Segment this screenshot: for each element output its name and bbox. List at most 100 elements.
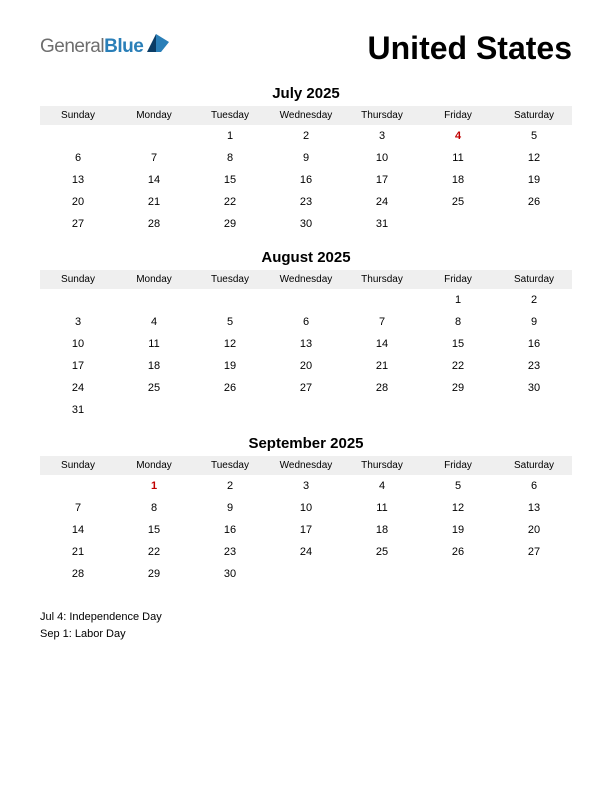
calendar-cell: 16	[496, 333, 572, 355]
calendar-cell: 10	[344, 147, 420, 169]
calendar-row: 3456789	[40, 311, 572, 333]
calendar-cell: 13	[496, 497, 572, 519]
calendar-cell: 4	[344, 475, 420, 497]
calendar-cell	[268, 289, 344, 311]
calendar-cell: 23	[496, 355, 572, 377]
calendar-cell: 16	[268, 169, 344, 191]
calendar-cell: 15	[192, 169, 268, 191]
calendar-cell: 20	[268, 355, 344, 377]
calendar-cell: 2	[268, 125, 344, 147]
calendar-cell	[116, 125, 192, 147]
calendar-cell: 30	[496, 377, 572, 399]
day-header: Monday	[116, 270, 192, 289]
calendar-cell: 15	[420, 333, 496, 355]
calendar-row: 123456	[40, 475, 572, 497]
calendar-cell: 28	[116, 213, 192, 235]
calendar-table: SundayMondayTuesdayWednesdayThursdayFrid…	[40, 456, 572, 585]
calendar-cell: 15	[116, 519, 192, 541]
calendar-cell	[496, 563, 572, 585]
calendar-table: SundayMondayTuesdayWednesdayThursdayFrid…	[40, 106, 572, 235]
calendar-cell: 6	[40, 147, 116, 169]
day-header: Thursday	[344, 270, 420, 289]
calendar-cell: 3	[344, 125, 420, 147]
calendar-cell: 10	[268, 497, 344, 519]
calendar-cell: 27	[268, 377, 344, 399]
holiday-entry: Jul 4: Independence Day	[40, 609, 572, 626]
calendar-row: 12	[40, 289, 572, 311]
calendar-cell: 20	[40, 191, 116, 213]
calendar-cell: 14	[344, 333, 420, 355]
day-header: Tuesday	[192, 456, 268, 475]
calendar-row: 6789101112	[40, 147, 572, 169]
calendar-block: August 2025SundayMondayTuesdayWednesdayT…	[40, 249, 572, 421]
logo-text: GeneralBlue	[40, 36, 143, 58]
month-title: July 2025	[40, 85, 572, 102]
calendar-cell: 12	[192, 333, 268, 355]
day-header: Wednesday	[268, 456, 344, 475]
calendar-cell	[192, 399, 268, 421]
country-title: United States	[368, 30, 572, 67]
calendar-cell: 6	[496, 475, 572, 497]
calendar-cell: 13	[268, 333, 344, 355]
calendar-row: 14151617181920	[40, 519, 572, 541]
calendar-cell: 30	[268, 213, 344, 235]
calendar-row: 13141516171819	[40, 169, 572, 191]
calendar-cell: 13	[40, 169, 116, 191]
calendar-cell: 7	[116, 147, 192, 169]
calendar-cell: 18	[116, 355, 192, 377]
calendar-cell: 26	[496, 191, 572, 213]
calendar-cell: 11	[420, 147, 496, 169]
calendar-cell: 2	[192, 475, 268, 497]
calendar-cell: 29	[192, 213, 268, 235]
day-header: Sunday	[40, 106, 116, 125]
calendar-cell: 29	[420, 377, 496, 399]
calendar-cell: 16	[192, 519, 268, 541]
calendar-cell: 19	[420, 519, 496, 541]
calendar-cell: 4	[116, 311, 192, 333]
calendar-cell	[344, 399, 420, 421]
calendar-cell: 24	[344, 191, 420, 213]
calendar-cell: 5	[496, 125, 572, 147]
calendar-cell: 12	[420, 497, 496, 519]
calendar-row: 78910111213	[40, 497, 572, 519]
calendar-cell: 1	[192, 125, 268, 147]
logo-mark-icon	[147, 34, 169, 52]
calendar-cell: 1	[116, 475, 192, 497]
calendar-cell: 18	[344, 519, 420, 541]
calendar-cell: 27	[40, 213, 116, 235]
calendar-cell: 5	[420, 475, 496, 497]
calendar-cell: 28	[40, 563, 116, 585]
day-header: Sunday	[40, 456, 116, 475]
calendar-cell: 21	[116, 191, 192, 213]
calendar-cell: 9	[268, 147, 344, 169]
day-header: Thursday	[344, 456, 420, 475]
logo-text-1: General	[40, 36, 104, 57]
calendar-cell: 27	[496, 541, 572, 563]
calendar-row: 20212223242526	[40, 191, 572, 213]
day-header: Wednesday	[268, 270, 344, 289]
calendar-cell	[268, 563, 344, 585]
calendar-cell: 26	[192, 377, 268, 399]
calendar-row: 24252627282930	[40, 377, 572, 399]
calendar-cell: 31	[344, 213, 420, 235]
day-header: Wednesday	[268, 106, 344, 125]
calendar-cell: 5	[192, 311, 268, 333]
calendar-cell: 23	[268, 191, 344, 213]
day-header: Saturday	[496, 456, 572, 475]
calendar-cell: 31	[40, 399, 116, 421]
holiday-list: Jul 4: Independence DaySep 1: Labor Day	[40, 609, 572, 642]
calendar-row: 12345	[40, 125, 572, 147]
calendar-cell	[344, 563, 420, 585]
holiday-entry: Sep 1: Labor Day	[40, 626, 572, 643]
header: GeneralBlue United States	[40, 30, 572, 67]
calendar-cell: 17	[40, 355, 116, 377]
calendar-row: 31	[40, 399, 572, 421]
calendar-cell: 22	[116, 541, 192, 563]
calendar-cell	[420, 213, 496, 235]
calendar-cell: 10	[40, 333, 116, 355]
calendar-cell: 6	[268, 311, 344, 333]
calendar-cell	[420, 399, 496, 421]
calendar-cell: 1	[420, 289, 496, 311]
calendars-container: July 2025SundayMondayTuesdayWednesdayThu…	[40, 85, 572, 585]
calendar-cell: 17	[268, 519, 344, 541]
